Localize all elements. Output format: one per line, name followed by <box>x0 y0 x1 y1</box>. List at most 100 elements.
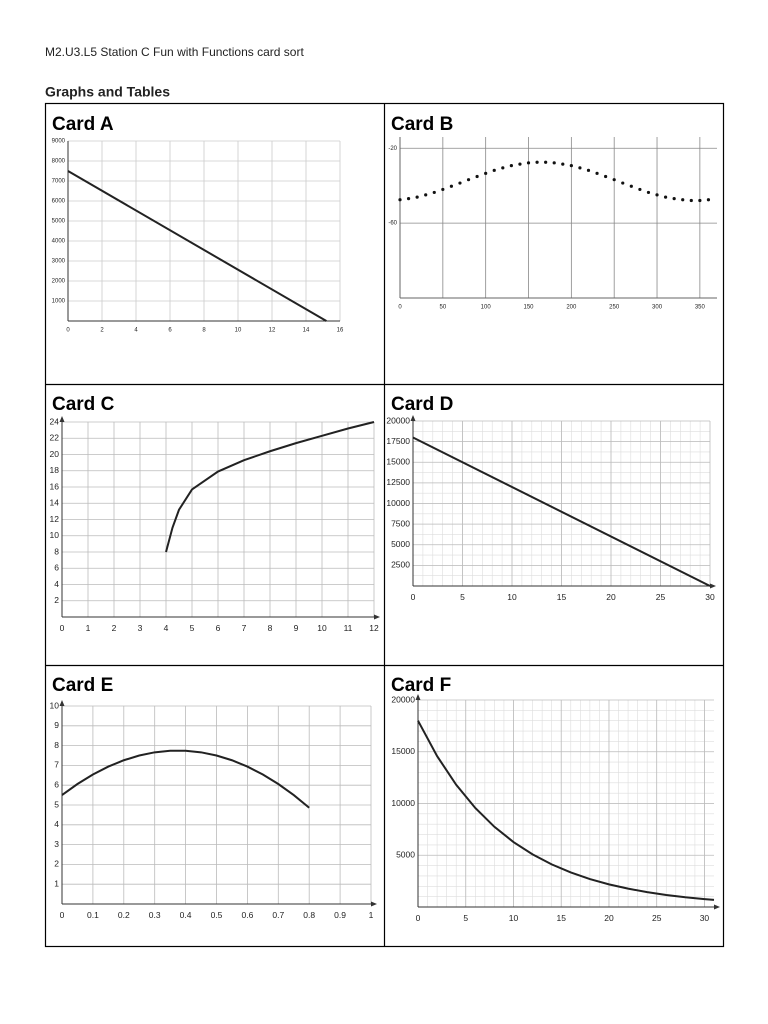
x-tick-label: 7 <box>242 623 247 633</box>
x-tick-label: 10 <box>317 623 327 633</box>
x-tick-label: 0.1 <box>87 910 99 920</box>
axis-arrow <box>59 700 65 706</box>
y-tick-label: 2500 <box>391 560 410 570</box>
y-tick-label: 16 <box>50 481 60 491</box>
x-tick-label: 0 <box>411 592 416 602</box>
y-tick-label: 15000 <box>386 457 410 467</box>
x-tick-label: 30 <box>700 913 710 923</box>
data-point <box>458 181 462 185</box>
x-tick-label: 4 <box>164 623 169 633</box>
y-tick-label: 8000 <box>52 159 66 165</box>
axis-arrow <box>415 694 421 700</box>
data-point <box>535 160 539 164</box>
data-point <box>501 166 505 170</box>
y-tick-label: 20000 <box>391 694 415 704</box>
data-point <box>706 198 711 202</box>
data-point <box>424 193 428 197</box>
y-tick-label: 3000 <box>52 259 66 265</box>
y-tick-label: 9 <box>54 720 59 730</box>
data-point <box>569 164 573 168</box>
y-tick-label: 3 <box>54 839 59 849</box>
x-tick-label: 0.6 <box>241 910 253 920</box>
data-point <box>526 161 531 165</box>
data-point <box>432 190 436 195</box>
y-tick-label: 1000 <box>52 299 66 305</box>
data-point <box>509 164 513 168</box>
x-tick-label: 150 <box>524 305 535 311</box>
x-tick-label: 0.8 <box>303 910 315 920</box>
x-tick-label: 100 <box>481 305 492 311</box>
y-tick-label: 2 <box>54 859 59 869</box>
x-tick-label: 12 <box>369 623 379 633</box>
y-tick-label: 2000 <box>52 279 66 285</box>
x-tick-label: 0.3 <box>149 910 161 920</box>
x-tick-label: 0.9 <box>334 910 346 920</box>
function-line <box>67 170 327 322</box>
x-tick-label: 16 <box>337 328 344 334</box>
y-tick-label: 5 <box>54 799 59 809</box>
y-tick-label: 4 <box>54 579 59 589</box>
y-tick-label: 6 <box>54 779 59 789</box>
data-point <box>629 184 633 188</box>
y-tick-label: 5000 <box>391 539 410 549</box>
x-tick-label: 0.2 <box>118 910 130 920</box>
x-tick-label: 0.5 <box>211 910 223 920</box>
y-tick-label: 12500 <box>386 477 410 487</box>
axis-arrow <box>59 416 65 422</box>
y-tick-label: 15000 <box>391 746 415 756</box>
y-tick-label: 20 <box>50 449 60 459</box>
x-tick-label: 25 <box>652 913 662 923</box>
x-tick-label: 14 <box>303 328 310 334</box>
data-point <box>561 162 565 166</box>
x-tick-label: 4 <box>134 328 138 334</box>
data-point <box>475 174 479 179</box>
x-tick-label: 200 <box>566 305 577 311</box>
x-tick-label: 8 <box>268 623 273 633</box>
data-point <box>604 174 608 179</box>
function-line <box>165 421 375 553</box>
x-tick-label: 12 <box>269 328 276 334</box>
axis-arrow <box>714 904 720 910</box>
y-tick-label: 18 <box>50 465 60 475</box>
data-point <box>663 195 668 199</box>
x-tick-label: 0 <box>60 910 65 920</box>
card-title: Card F <box>391 675 451 696</box>
y-tick-label: 14 <box>50 498 60 508</box>
data-point <box>638 187 642 192</box>
x-tick-label: 25 <box>656 592 666 602</box>
data-point <box>406 196 411 201</box>
data-point <box>484 171 488 175</box>
x-tick-label: 9 <box>294 623 299 633</box>
x-tick-label: 5 <box>460 592 465 602</box>
x-tick-label: 15 <box>557 592 567 602</box>
x-tick-label: 5 <box>463 913 468 923</box>
data-point <box>689 198 693 203</box>
section-title: Graphs and Tables <box>45 84 170 100</box>
data-point <box>449 184 454 188</box>
card-title: Card A <box>52 114 114 135</box>
y-tick-label: 7 <box>54 760 59 770</box>
data-point <box>621 181 625 185</box>
y-tick-label: -20 <box>388 146 397 152</box>
doc-title: M2.U3.L5 Station C Fun with Functions ca… <box>45 45 304 59</box>
x-tick-label: 2 <box>100 328 104 334</box>
card-title: Card C <box>52 394 115 415</box>
x-tick-label: 0 <box>398 305 402 311</box>
function-line <box>412 436 711 587</box>
x-tick-label: 50 <box>439 305 446 311</box>
x-tick-label: 10 <box>507 592 517 602</box>
y-tick-label: 7500 <box>391 518 410 528</box>
x-tick-label: 3 <box>138 623 143 633</box>
x-tick-label: 1 <box>86 623 91 633</box>
data-point <box>681 198 685 202</box>
data-point <box>612 178 616 182</box>
y-tick-label: 6000 <box>52 199 66 205</box>
axis-arrow <box>371 901 377 907</box>
y-tick-label: 7000 <box>52 179 66 185</box>
x-tick-label: 15 <box>556 913 566 923</box>
y-tick-label: 10000 <box>386 498 410 508</box>
data-point <box>698 198 702 203</box>
x-tick-label: 6 <box>216 623 221 633</box>
data-point <box>441 187 445 192</box>
